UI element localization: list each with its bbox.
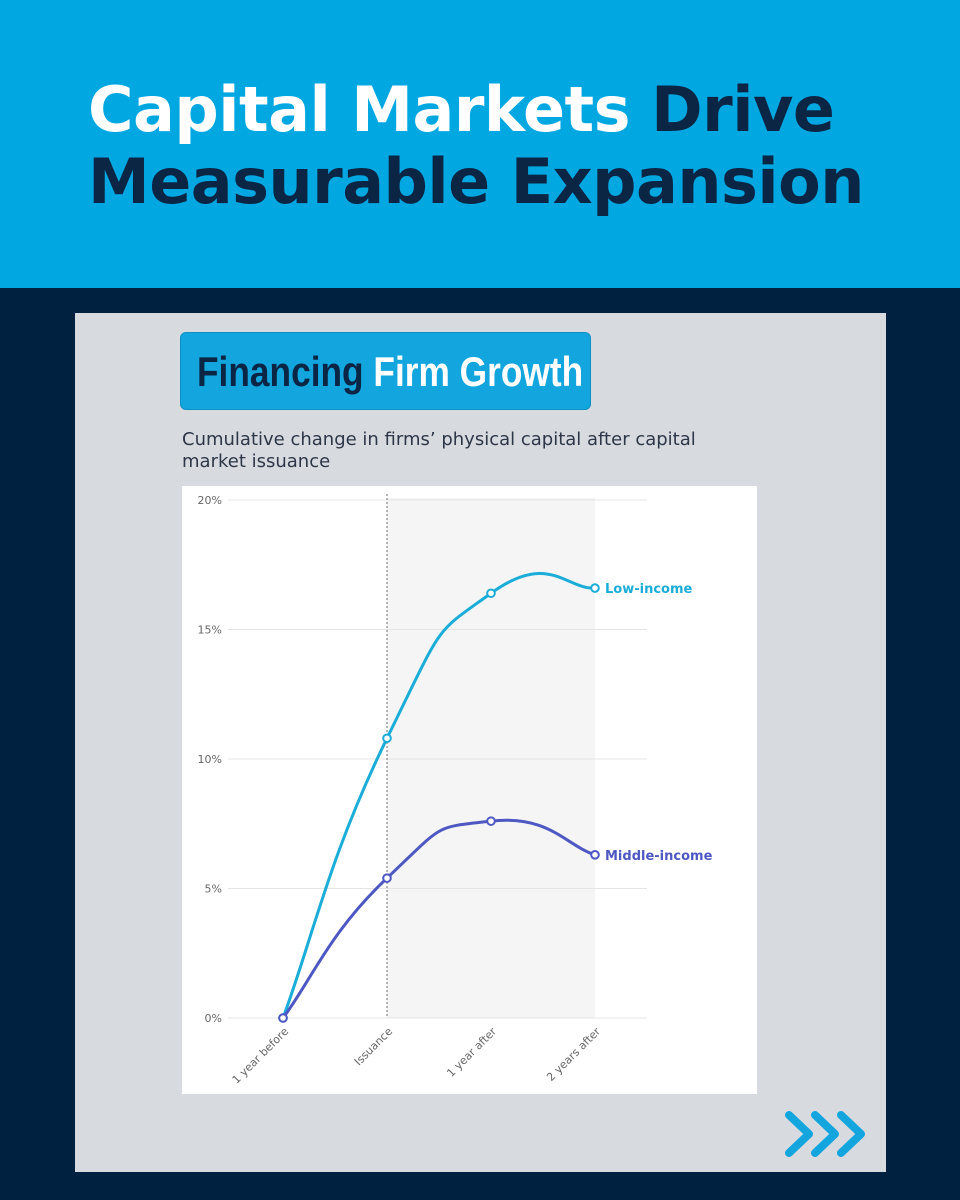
series-line-middle-income <box>281 818 596 1019</box>
y-tick-label: 5% <box>205 883 222 896</box>
chart-svg: 0% 5% 10% 15% 20% 1 year before Issuance 1 year… <box>198 494 713 1087</box>
y-tick-label: 20% <box>198 494 222 507</box>
data-point-middle-income <box>590 850 600 860</box>
shaded-region <box>387 498 595 1018</box>
badge-text: Financing Firm Growth <box>197 347 583 397</box>
data-point-low-income <box>486 588 496 599</box>
data-point-middle-income <box>278 1013 288 1023</box>
series-label-middle-income: Middle-income <box>605 849 713 864</box>
header-banner: Capital Markets Drive Measurable Expansi… <box>0 0 960 288</box>
y-tick-label: 10% <box>198 753 222 766</box>
data-point-low-income <box>382 733 392 744</box>
title-white-part: Capital Markets <box>88 73 631 146</box>
triple-chevron-right-icon[interactable] <box>783 1105 873 1163</box>
data-point-middle-income <box>486 816 496 826</box>
data-point-low-income <box>590 583 600 593</box>
series-line-low-income <box>281 572 596 1019</box>
line-chart: 0% 5% 10% 15% 20% 1 year before Issuance 1 year… <box>182 486 757 1094</box>
series-label-low-income: Low-income <box>605 582 693 597</box>
data-point-middle-income <box>382 873 392 883</box>
x-tick-label: 1 year after <box>444 1025 499 1080</box>
title-dark-part-1: Drive <box>651 73 835 146</box>
title-dark-part-2: Measurable Expansion <box>88 145 864 218</box>
x-tick-label: 2 years after <box>544 1025 603 1084</box>
card-badge: Financing Firm Growth <box>180 332 591 410</box>
chart-card: Financing Firm Growth Cumulative change … <box>75 313 886 1172</box>
badge-light-words: Firm Growth <box>373 348 584 395</box>
x-tick-label: Issuance <box>352 1025 395 1068</box>
page-title: Capital Markets Drive Measurable Expansi… <box>88 74 864 218</box>
chart-subtitle: Cumulative change in firms’ physical cap… <box>182 429 696 472</box>
y-tick-label: 15% <box>198 624 222 637</box>
badge-dark-word: Financing <box>197 348 364 395</box>
y-tick-label: 0% <box>205 1012 222 1025</box>
x-tick-label: 1 year before <box>230 1025 292 1087</box>
